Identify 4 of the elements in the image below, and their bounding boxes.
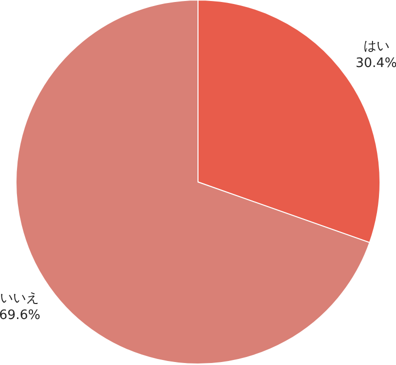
slice-label: はい [363, 38, 390, 54]
slice-label: いいえ [0, 291, 40, 306]
data-label: 69.6% [0, 308, 40, 324]
data-label: 30.4% [356, 56, 396, 71]
